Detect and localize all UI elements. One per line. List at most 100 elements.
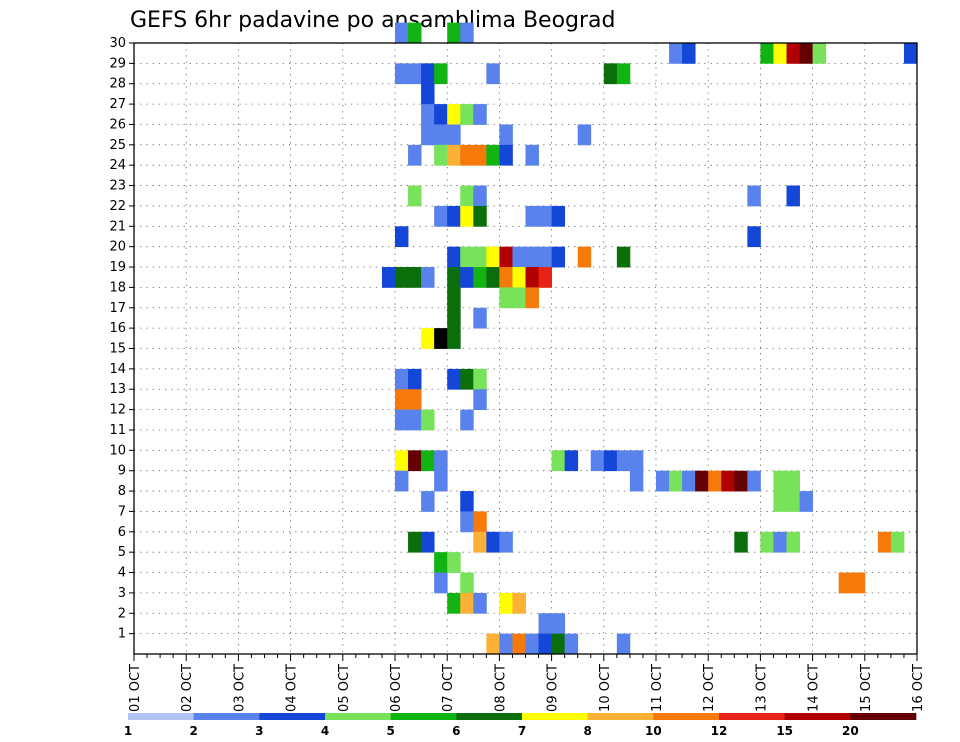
heatmap-cell	[408, 409, 422, 431]
heatmap-cell	[447, 552, 461, 573]
heatmap-cell	[499, 592, 513, 614]
heatmap-cell	[421, 491, 435, 512]
heatmap-cell	[499, 287, 513, 309]
heatmap-cell	[682, 470, 696, 492]
heatmap-cell	[473, 267, 487, 288]
heatmap-cell	[447, 104, 461, 125]
heatmap-cell	[499, 633, 513, 655]
heatmap-cell	[447, 368, 461, 390]
colorbar-segment	[193, 713, 260, 720]
heatmap-cell	[786, 185, 800, 207]
heatmap-cell	[473, 144, 487, 166]
heatmap-cell	[408, 389, 422, 410]
y-tick-label: 19	[109, 260, 126, 275]
heatmap-cell	[395, 389, 409, 410]
x-tick-label: 13 OCT	[754, 664, 769, 712]
colorbar-segment	[128, 713, 194, 720]
y-tick-label: 21	[109, 219, 126, 234]
heatmap-cell	[447, 267, 461, 288]
heatmap-cell	[486, 633, 500, 655]
heatmap-cell	[629, 450, 644, 472]
y-tick-label: 28	[109, 77, 126, 92]
colorbar-label: 2	[189, 724, 197, 738]
y-tick-label: 6	[118, 525, 126, 540]
heatmap-cell	[434, 552, 448, 573]
colorbar-segment	[850, 713, 917, 720]
heatmap-cell	[708, 470, 722, 492]
heatmap-cell	[447, 246, 461, 268]
heatmap-cell	[616, 246, 631, 268]
heatmap-cell	[695, 470, 709, 492]
heatmap-cell	[525, 287, 539, 309]
heatmap-cell	[447, 328, 461, 349]
colorbar-segment	[456, 713, 523, 720]
heatmap-cell	[786, 470, 800, 492]
heatmap-cell	[838, 572, 853, 594]
colorbar-label: 7	[518, 724, 526, 738]
colorbar: 1 2 3 4 5 6 7 8 10 12 15 20	[124, 713, 917, 738]
y-tick-label: 4	[118, 566, 126, 581]
heatmap-cell	[564, 633, 579, 655]
heatmap-cell	[460, 511, 474, 533]
heatmap-cell	[786, 43, 800, 64]
x-tick-label: 11 OCT	[650, 664, 665, 712]
colorbar-label: 5	[386, 724, 394, 738]
heatmap-cell	[460, 409, 474, 431]
heatmap-cell	[408, 531, 422, 553]
y-tick-label: 26	[109, 117, 126, 132]
heatmap-cell	[460, 592, 474, 614]
heatmap-cell	[786, 491, 800, 512]
heatmap-cell	[486, 144, 500, 166]
heatmap-cell	[525, 205, 539, 227]
heatmap-cell	[421, 328, 435, 349]
heatmap-cell	[408, 63, 422, 85]
x-tick-label: 09 OCT	[546, 664, 561, 712]
chart-title: GEFS 6hr padavine po ansamblima Beograd	[130, 8, 616, 33]
heatmap-cell	[877, 531, 892, 553]
heatmap-cell	[577, 246, 592, 268]
colorbar-segment	[653, 713, 720, 720]
heatmap-cell	[395, 226, 409, 248]
colorbar-label: 12	[711, 724, 728, 738]
heatmap-cell	[512, 246, 526, 268]
heatmap-cell	[616, 633, 631, 655]
heatmap-cell	[447, 22, 461, 44]
heatmap-cell	[473, 511, 487, 533]
colorbar-segment	[259, 713, 326, 720]
x-tick-label: 10 OCT	[598, 664, 613, 712]
y-tick-label: 1	[118, 627, 126, 642]
heatmap-cell	[812, 43, 827, 64]
heatmap-cell	[408, 22, 422, 44]
heatmap-cell	[499, 246, 513, 268]
y-tick-label: 20	[109, 240, 126, 255]
colorbar-label: 3	[255, 724, 263, 738]
y-tick-label: 7	[118, 504, 126, 519]
heatmap-cell	[486, 246, 500, 268]
y-tick-label: 30	[109, 36, 126, 51]
heatmap-cell	[525, 246, 539, 268]
heatmap-cell	[460, 22, 474, 44]
heatmap-cell	[512, 633, 526, 655]
colorbar-label: 4	[321, 724, 329, 738]
y-tick-label: 11	[109, 423, 126, 438]
heatmap-cell	[747, 185, 761, 207]
heatmap-cell	[473, 104, 487, 125]
heatmap-cell	[434, 328, 448, 349]
heatmap-cell	[473, 307, 487, 329]
heatmap-cell	[395, 368, 409, 390]
heatmap-cell	[486, 63, 500, 85]
x-tick-label: 04 OCT	[285, 664, 300, 712]
heatmap-cell	[395, 470, 409, 492]
heatmap-cell	[773, 43, 787, 64]
heatmap-cell	[577, 124, 592, 146]
heatmap-cell	[525, 267, 539, 288]
heatmap-cell	[395, 63, 409, 85]
heatmap-cell	[499, 531, 513, 553]
heatmap-cell	[551, 246, 566, 268]
heatmap-cells	[381, 22, 918, 655]
heatmap-cell	[408, 267, 422, 288]
heatmap-cell	[603, 63, 618, 85]
heatmap-cell	[890, 531, 905, 553]
y-tick-label: 27	[109, 97, 126, 112]
heatmap-cell	[773, 531, 787, 553]
